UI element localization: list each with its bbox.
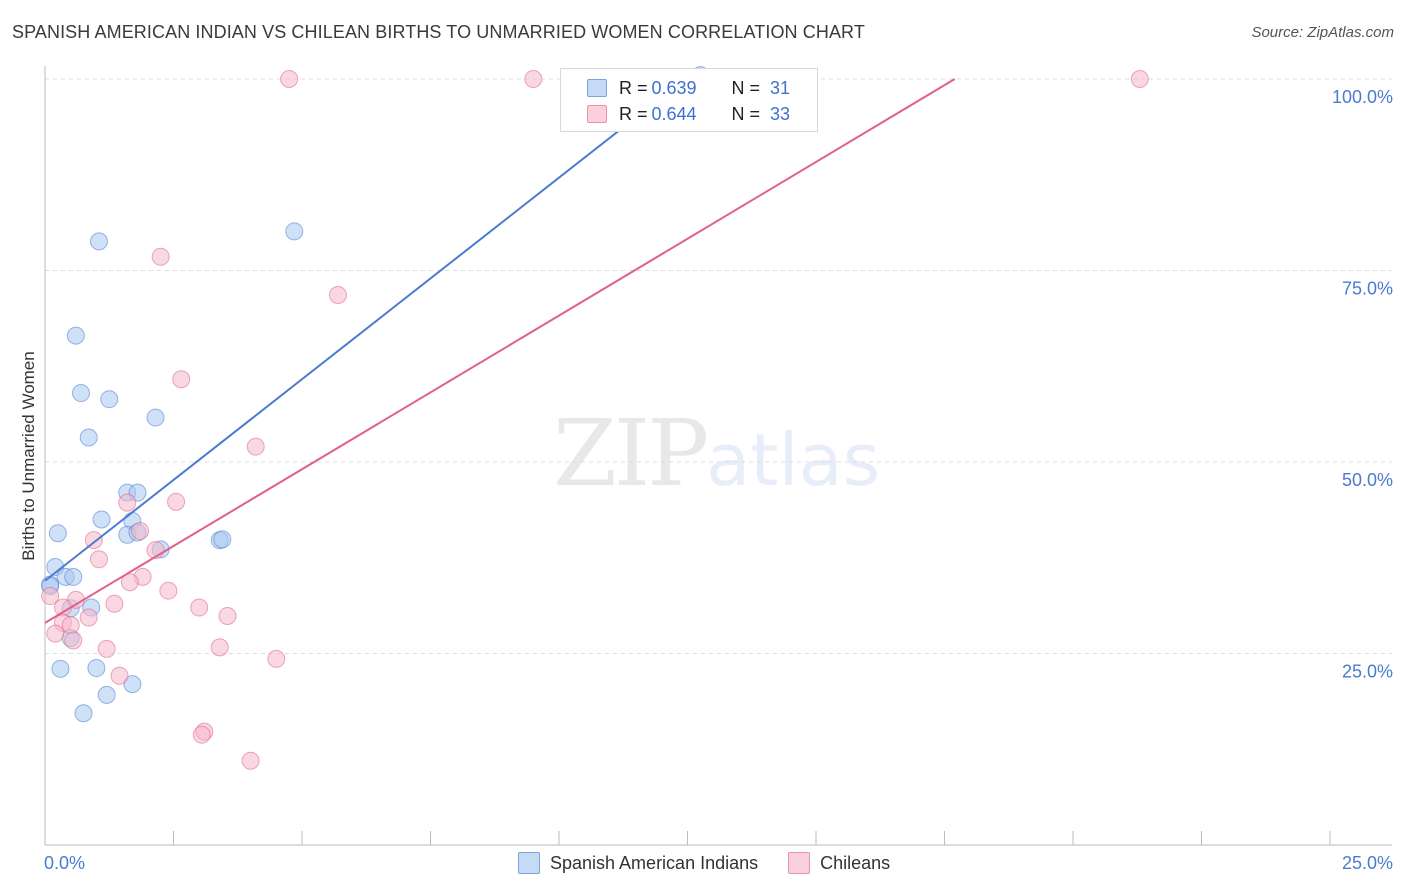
data-point: [524, 70, 543, 88]
data-point: [61, 616, 80, 635]
data-point: [97, 639, 116, 658]
grid-lines: [45, 78, 1392, 654]
data-point: [246, 437, 265, 456]
correlation-legend: R = 0.639 N = 31 R = 0.644 N = 33: [560, 68, 818, 132]
trend-line-spanish-american-indians: [44, 72, 694, 582]
data-point: [328, 286, 347, 305]
data-point: [1130, 70, 1149, 88]
y-tick-label: 25.0%: [1342, 662, 1393, 682]
data-point: [213, 530, 232, 549]
data-point: [79, 428, 98, 447]
data-point: [190, 598, 209, 617]
series-legend: Spanish American Indians Chileans: [518, 852, 920, 874]
data-point: [280, 70, 299, 88]
series-points-chileans: [41, 70, 1149, 770]
x-tick-label: 25.0%: [1342, 853, 1393, 873]
data-point: [110, 666, 129, 685]
data-point: [105, 594, 124, 613]
data-point: [241, 751, 260, 770]
data-point: [64, 631, 83, 650]
legend-swatch-blue: [587, 79, 607, 97]
y-tick-label: 75.0%: [1342, 279, 1393, 299]
data-point: [87, 659, 106, 678]
data-point: [71, 384, 90, 403]
data-point: [92, 510, 111, 529]
data-point: [151, 247, 170, 266]
legend-row-chileans: R = 0.644 N = 33: [587, 102, 790, 126]
data-point: [131, 521, 150, 540]
legend-swatch-blue: [518, 852, 540, 874]
data-point: [267, 649, 286, 668]
legend-n-label: N =: [731, 103, 761, 124]
legend-r-label: R =: [619, 103, 648, 124]
legend-r-label: R =: [619, 77, 648, 98]
y-axis-title: Births to Unmarried Women: [19, 351, 38, 560]
data-point: [97, 685, 116, 704]
y-tick-label: 50.0%: [1342, 470, 1393, 490]
data-point: [120, 573, 139, 592]
data-point: [100, 390, 119, 409]
legend-swatch-pink: [788, 852, 811, 874]
legend-r-value: 0.639: [651, 77, 697, 98]
legend-r-value: 0.644: [651, 103, 697, 124]
data-point: [218, 606, 237, 625]
legend-swatch-pink: [587, 105, 607, 123]
data-point: [89, 232, 108, 251]
data-point: [146, 408, 165, 427]
data-point: [159, 581, 178, 600]
legend-label: Chileans: [820, 852, 891, 873]
data-point: [74, 704, 93, 723]
data-point: [41, 587, 60, 606]
data-point: [64, 567, 83, 586]
data-point: [84, 531, 103, 550]
data-point: [167, 492, 186, 511]
legend-item-chileans[interactable]: Chileans: [788, 852, 890, 874]
watermark-zip: ZIP: [553, 400, 709, 507]
series-points-spanish-american-indians: [41, 66, 710, 723]
legend-row-spanish-american-indians: R = 0.639 N = 31: [587, 76, 790, 100]
legend-item-spanish-american-indians[interactable]: Spanish American Indians: [518, 852, 758, 874]
data-point: [210, 638, 229, 657]
legend-n-label: N =: [731, 77, 761, 98]
legend-n-value: 31: [770, 77, 791, 98]
data-point: [46, 624, 65, 643]
data-point: [89, 550, 108, 569]
data-point: [172, 370, 191, 389]
legend-label: Spanish American Indians: [550, 852, 759, 873]
source-credit: Source: ZipAtlas.com: [1251, 24, 1394, 41]
data-point: [66, 326, 85, 345]
data-point: [51, 659, 70, 678]
data-point: [79, 608, 98, 627]
data-point: [48, 524, 67, 543]
chart-title: SPANISH AMERICAN INDIAN VS CHILEAN BIRTH…: [12, 22, 865, 42]
x-tick-label: 0.0%: [44, 853, 85, 873]
axis-labels: 25.0% 50.0% 75.0% 100.0% 0.0% 25.0% Births to …: [19, 87, 1393, 873]
trend-line-chileans: [44, 78, 956, 624]
legend-n-value: 33: [770, 103, 791, 124]
data-point: [118, 493, 137, 512]
watermark-atlas: atlas: [706, 418, 881, 502]
data-points: [41, 66, 1149, 770]
trend-lines: [44, 72, 956, 624]
watermark: ZIPatlas: [553, 400, 880, 507]
data-point: [192, 725, 211, 744]
y-tick-label: 100.0%: [1332, 87, 1393, 107]
data-point: [285, 222, 304, 241]
data-point: [123, 675, 142, 694]
axes: [44, 66, 1392, 846]
